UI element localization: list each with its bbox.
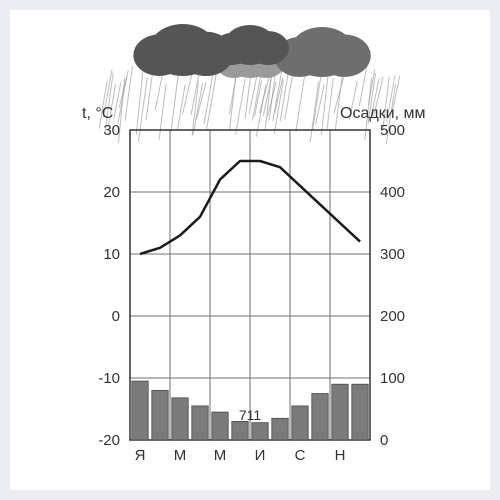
climograph: t, °CОсадки, мм-20-100102030010020030040… [10,10,490,490]
chart-card: t, °CОсадки, мм-20-100102030010020030040… [10,10,490,490]
month-label: Я [135,447,146,464]
precip-tick: 0 [380,432,388,449]
precip-tick: 500 [380,122,405,139]
precip-bar [332,384,348,440]
precip-bar [212,412,228,440]
precip-tick: 100 [380,370,405,387]
month-label: И [255,447,266,464]
precip-bar [152,390,168,440]
temp-tick: -20 [98,432,120,449]
temp-tick: 20 [103,184,120,201]
precip-bar [352,384,368,440]
temp-tick: -10 [98,370,120,387]
month-label: С [295,447,306,464]
precip-bar [132,381,148,440]
left-axis-label: t, °C [82,105,113,122]
precip-tick: 300 [380,246,405,263]
temp-tick: 30 [103,122,120,139]
precip-bar [312,394,328,441]
temp-tick: 10 [103,246,120,263]
precip-bar [172,398,188,440]
right-axis-label: Осадки, мм [340,105,426,122]
precip-bar [292,406,308,440]
month-label: Н [335,447,346,464]
annual-precip-label: 711 [239,407,262,423]
precip-bar [272,418,288,440]
temp-tick: 0 [112,308,120,325]
precip-bar [252,423,268,440]
cloud-decoration [99,24,400,144]
precip-tick: 200 [380,308,405,325]
page-background: t, °CОсадки, мм-20-100102030010020030040… [0,0,500,500]
precip-bar [232,421,248,440]
precip-bar [192,406,208,440]
precip-tick: 400 [380,184,405,201]
month-label: М [214,447,227,464]
month-label: М [174,447,187,464]
